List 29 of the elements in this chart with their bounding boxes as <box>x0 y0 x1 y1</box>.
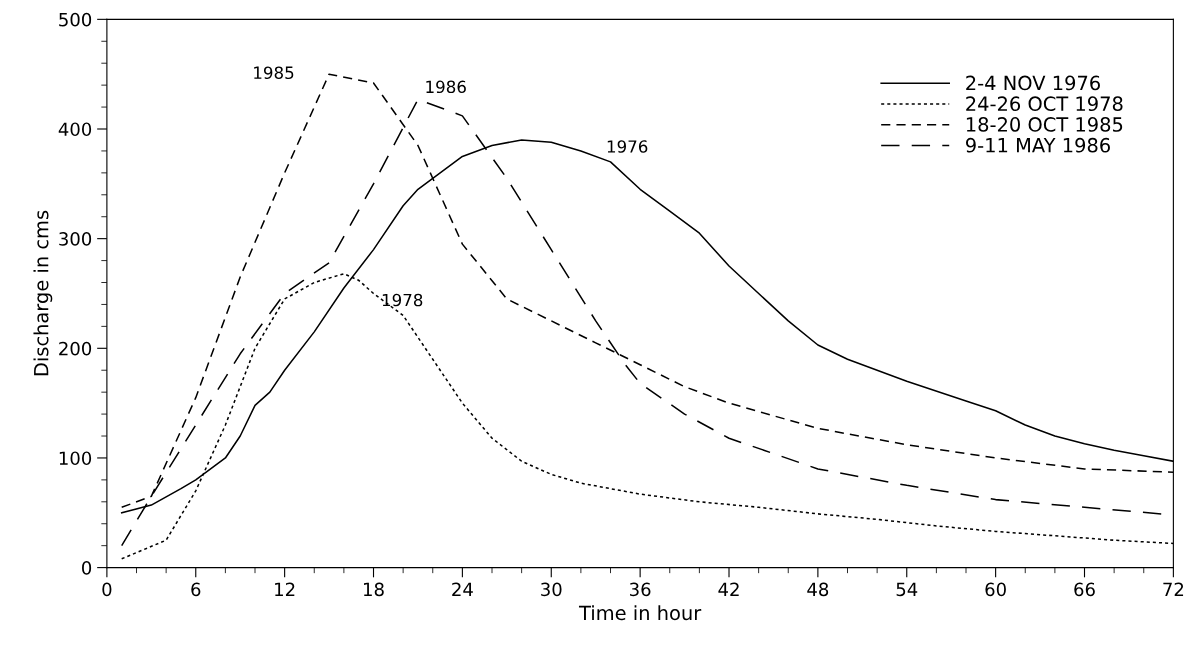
annotation: 1985 <box>254 66 294 80</box>
y-tick-label: 300 <box>59 232 92 246</box>
y-tick-label: 100 <box>59 451 92 466</box>
x-tick-label: 36 <box>630 582 651 597</box>
legend-label: 9-11 MAY 1986 <box>966 137 1110 153</box>
x-tick-label: 0 <box>102 582 112 597</box>
annotation: 1986 <box>426 80 466 94</box>
x-tick-label: 18 <box>364 582 384 597</box>
x-tick-label: 54 <box>896 582 918 597</box>
y-tick-label: 400 <box>58 122 92 137</box>
legend-label: 2-4 NOV 1976 <box>966 75 1100 91</box>
x-tick-label: 24 <box>452 582 473 596</box>
x-tick-label: 12 <box>275 582 295 596</box>
x-tick-label: 72 <box>1163 582 1184 596</box>
x-tick-label: 66 <box>1074 582 1095 597</box>
x-tick-label: 48 <box>807 582 829 597</box>
annotation: 1976 <box>607 140 648 153</box>
x-tick-label: 30 <box>541 582 562 597</box>
y-tick-label: 0 <box>82 561 92 575</box>
x-tick-label: 60 <box>985 582 1006 597</box>
y-tick-label: 500 <box>59 12 92 27</box>
x-axis-title: Time in hour <box>578 605 702 621</box>
annotation: 1978 <box>382 293 423 307</box>
legend-label: 18-20 OCT 1985 <box>966 117 1123 132</box>
x-tick-label: 6 <box>191 582 201 597</box>
y-tick-label: 200 <box>59 341 92 356</box>
legend-label: 24-26 OCT 1978 <box>966 96 1123 112</box>
x-tick-label: 42 <box>718 582 739 596</box>
y-axis-title: Discharge in cms <box>33 210 53 376</box>
